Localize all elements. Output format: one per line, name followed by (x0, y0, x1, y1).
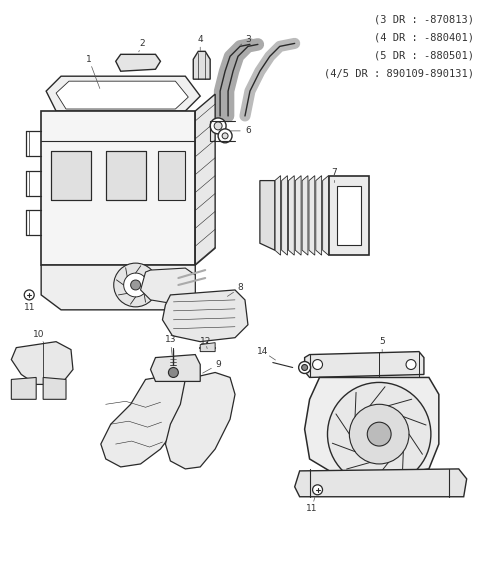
Text: 12: 12 (200, 337, 211, 346)
Text: (3 DR : -870813): (3 DR : -870813) (373, 15, 474, 24)
Polygon shape (12, 377, 36, 399)
Polygon shape (166, 372, 235, 469)
Text: 10: 10 (34, 330, 45, 339)
Polygon shape (260, 181, 275, 250)
Polygon shape (200, 342, 215, 351)
Polygon shape (56, 81, 188, 109)
Circle shape (210, 118, 226, 134)
Circle shape (299, 362, 311, 373)
Circle shape (222, 133, 228, 139)
Polygon shape (101, 375, 185, 467)
Polygon shape (316, 176, 322, 255)
Ellipse shape (144, 59, 154, 66)
Circle shape (349, 405, 409, 464)
Text: (5 DR : -880501): (5 DR : -880501) (373, 50, 474, 60)
Polygon shape (166, 295, 230, 330)
Polygon shape (193, 51, 210, 79)
Polygon shape (275, 176, 281, 255)
Polygon shape (162, 290, 248, 342)
Circle shape (312, 485, 323, 495)
Polygon shape (43, 377, 66, 399)
Polygon shape (337, 185, 361, 245)
Polygon shape (295, 469, 467, 497)
Polygon shape (41, 265, 195, 310)
Circle shape (24, 290, 34, 300)
Text: 4: 4 (197, 35, 203, 44)
Polygon shape (302, 176, 308, 255)
Polygon shape (305, 377, 439, 477)
Polygon shape (329, 176, 369, 255)
Polygon shape (106, 151, 145, 201)
Text: 9: 9 (215, 360, 221, 369)
Circle shape (131, 280, 141, 290)
Circle shape (406, 359, 416, 370)
Circle shape (327, 383, 431, 486)
Circle shape (367, 422, 391, 446)
Polygon shape (141, 268, 195, 305)
Text: 11: 11 (306, 504, 317, 513)
Circle shape (301, 364, 308, 371)
Polygon shape (295, 176, 301, 255)
Text: (4 DR : -880401): (4 DR : -880401) (373, 32, 474, 42)
Ellipse shape (126, 59, 136, 66)
Polygon shape (195, 94, 215, 265)
Polygon shape (116, 54, 160, 71)
Polygon shape (151, 355, 200, 381)
Polygon shape (12, 342, 73, 384)
Text: (4/5 DR : 890109-890131): (4/5 DR : 890109-890131) (324, 68, 474, 78)
Circle shape (114, 263, 157, 307)
Text: 5: 5 (379, 337, 385, 346)
Text: 13: 13 (165, 335, 176, 344)
Polygon shape (282, 176, 288, 255)
Text: 7: 7 (332, 168, 337, 177)
Polygon shape (288, 176, 294, 255)
Circle shape (218, 129, 232, 143)
Polygon shape (46, 76, 200, 111)
Text: 6: 6 (245, 127, 251, 136)
Polygon shape (305, 351, 424, 377)
Text: 14: 14 (257, 347, 268, 356)
Circle shape (168, 367, 179, 377)
Circle shape (312, 359, 323, 370)
Polygon shape (51, 151, 91, 201)
Text: 2: 2 (140, 39, 145, 48)
Polygon shape (309, 176, 315, 255)
Circle shape (214, 122, 222, 130)
Text: 1: 1 (86, 55, 92, 64)
Circle shape (124, 273, 147, 297)
Text: 3: 3 (245, 35, 251, 44)
Polygon shape (41, 111, 195, 265)
Text: 11: 11 (24, 303, 35, 312)
Polygon shape (158, 151, 185, 201)
Text: 8: 8 (237, 284, 243, 293)
Polygon shape (323, 176, 328, 255)
